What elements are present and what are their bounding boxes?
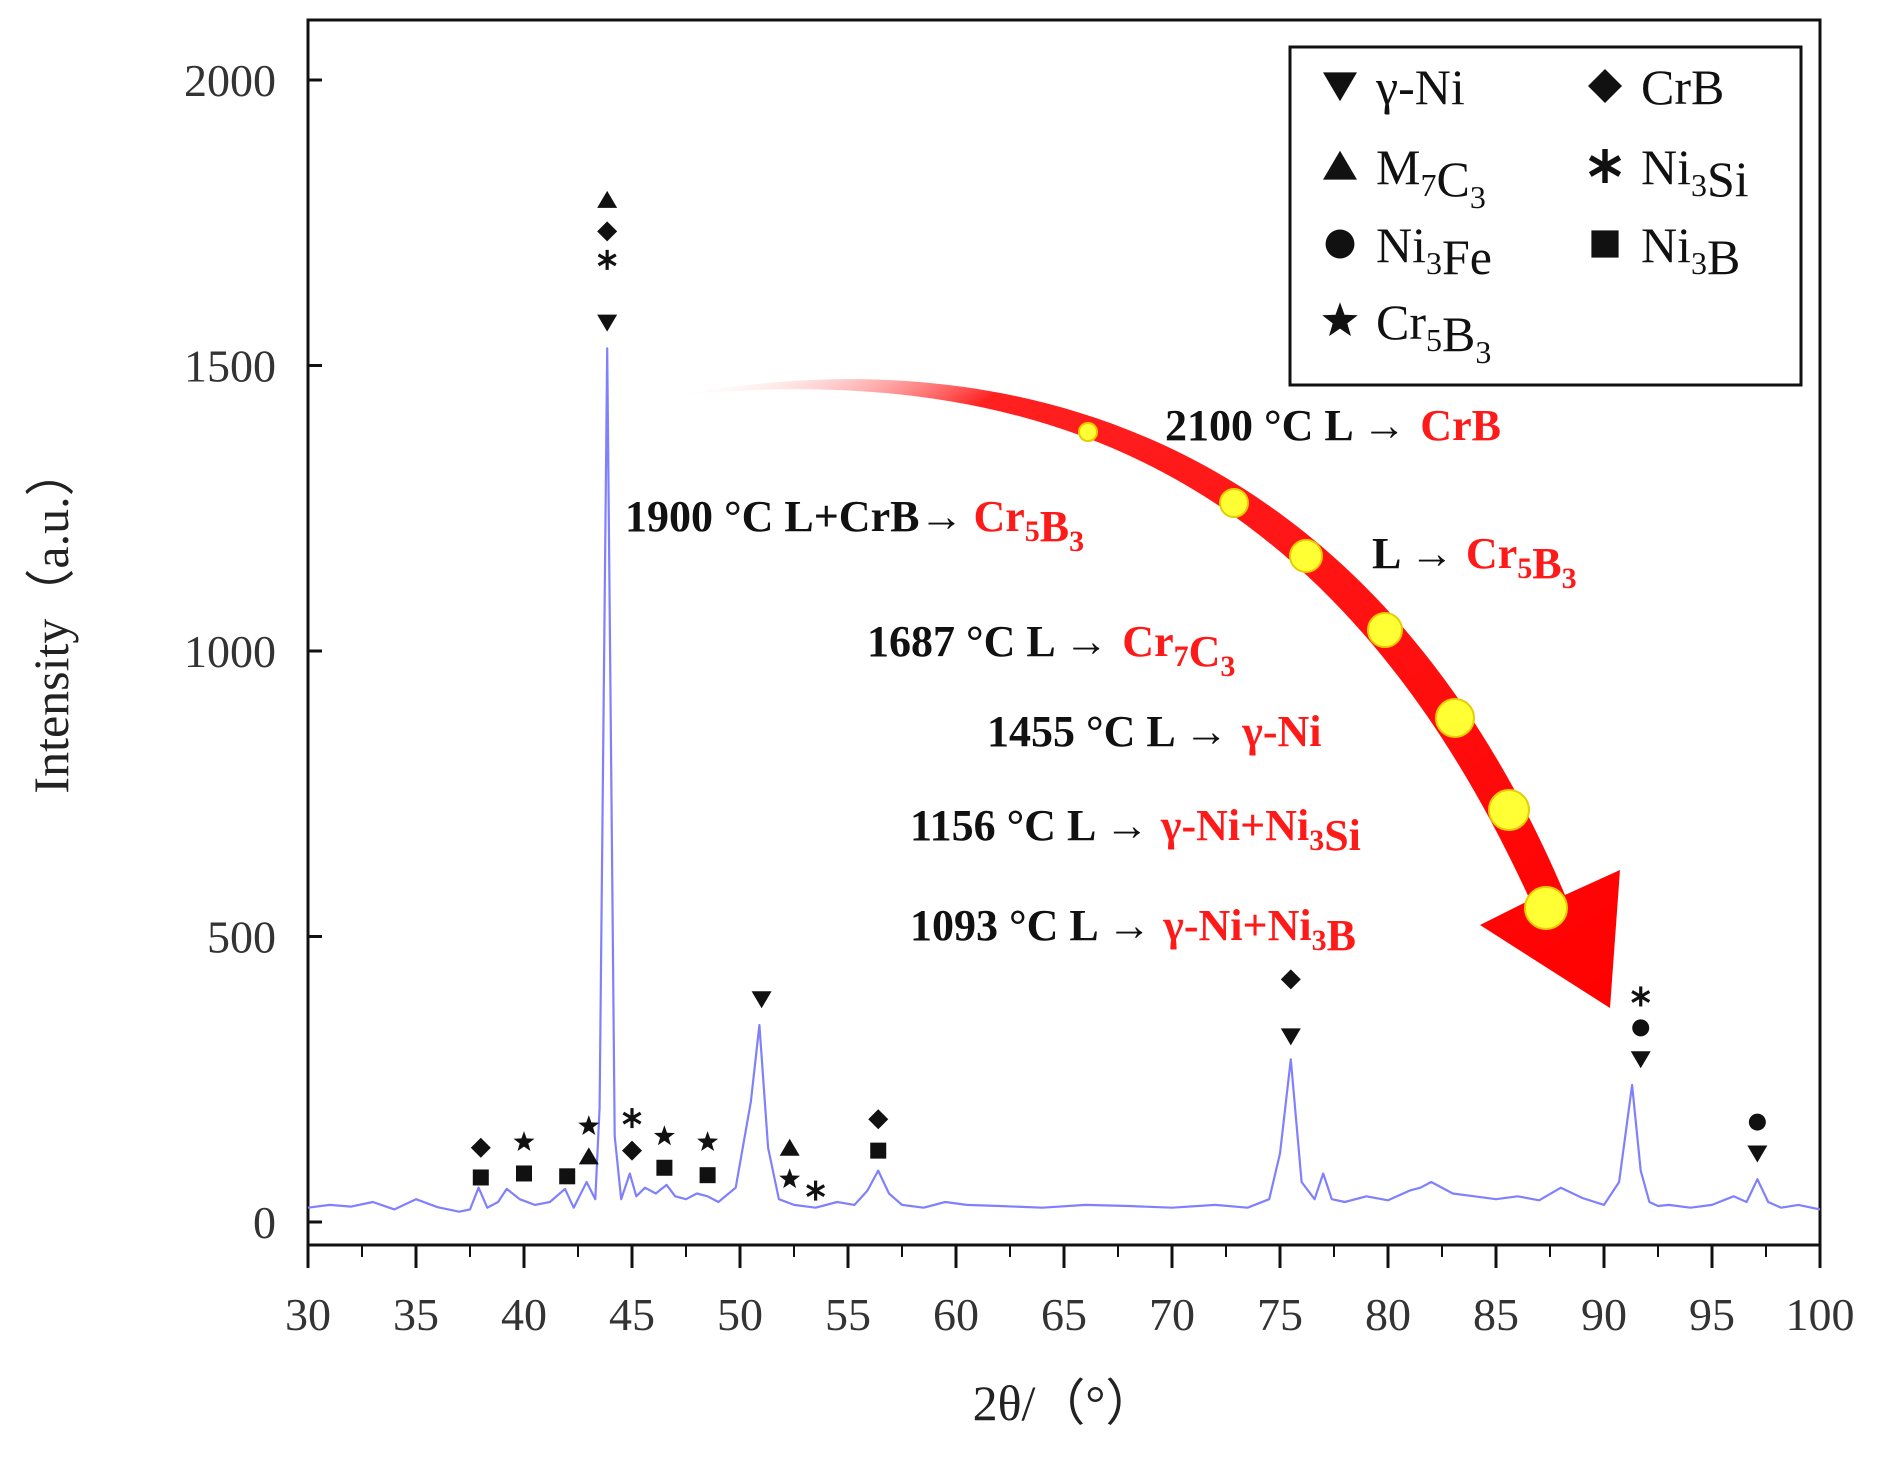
legend-label: Ni3B xyxy=(1641,217,1740,285)
x-tick-label: 85 xyxy=(1473,1289,1519,1340)
legend-label: M7C3 xyxy=(1376,139,1486,215)
x-axis-title: 2θ/（°） xyxy=(973,1375,1156,1431)
stage-dot-7 xyxy=(1524,886,1568,930)
y-tick-label: 0 xyxy=(253,1197,276,1248)
x-tick-label: 40 xyxy=(501,1289,547,1340)
peak-marker-triangle-up xyxy=(779,1138,800,1156)
peak-marker-diamond xyxy=(470,1137,491,1158)
peak-marker-diamond xyxy=(1280,969,1301,990)
stage-dot-5 xyxy=(1435,698,1475,738)
legend-square-icon xyxy=(1591,230,1619,258)
data-layer xyxy=(307,347,1821,1213)
peak-marker-triangle-down xyxy=(751,991,772,1009)
xrd-pattern-line xyxy=(307,347,1821,1213)
legend-label: Ni3Fe xyxy=(1376,217,1492,285)
peak-marker-star xyxy=(697,1131,719,1151)
legend: γ-Ni CrB M7C3 Ni3Si Ni3Fe Ni3B Cr5B3 xyxy=(1288,45,1803,387)
peak-marker-triangle-down xyxy=(597,314,618,332)
stage-dot-4 xyxy=(1367,612,1403,648)
y-tick-label: 2000 xyxy=(184,55,276,106)
x-tick-label: 70 xyxy=(1149,1289,1195,1340)
stage-dot-1 xyxy=(1078,422,1098,442)
reaction-annotations: 2100 °C L → CrB 1900 °C L+CrB→ Cr5B3 L → Cr… xyxy=(625,401,1577,960)
peak-marker-triangle-up xyxy=(597,190,618,208)
y-tick-label: 1500 xyxy=(184,341,276,392)
annotation-1156: 1156 °C L → γ-Ni+Ni3Si xyxy=(910,801,1361,860)
cooling-arrow-body xyxy=(680,379,1620,1008)
x-tick-label: 100 xyxy=(1786,1289,1855,1340)
annotation-1455: 1455 °C L → γ-Ni xyxy=(987,707,1322,756)
annotation-l-cr5b3: L → Cr5B3 xyxy=(1372,529,1577,595)
legend-label: Cr5B3 xyxy=(1376,294,1491,370)
x-tick-label: 95 xyxy=(1689,1289,1735,1340)
stage-dot-6 xyxy=(1488,789,1530,831)
peak-marker-square xyxy=(472,1169,489,1186)
peak-marker-square xyxy=(559,1168,576,1185)
legend-star-icon xyxy=(1322,302,1358,337)
legend-triangle-up-icon xyxy=(1323,150,1357,180)
peak-markers xyxy=(470,190,1768,1201)
stage-dot-2 xyxy=(1219,488,1249,518)
annotation-1900: 1900 °C L+CrB→ Cr5B3 xyxy=(625,492,1084,558)
peak-marker-triangle-up xyxy=(578,1147,599,1165)
x-tick-label: 90 xyxy=(1581,1289,1627,1340)
peak-marker-star xyxy=(513,1131,535,1151)
peak-marker-star xyxy=(653,1125,675,1146)
peak-marker-square xyxy=(656,1159,673,1176)
legend-label: CrB xyxy=(1641,59,1724,115)
legend-triangle-down-icon xyxy=(1323,72,1357,102)
peak-marker-square xyxy=(870,1142,887,1159)
legend-box xyxy=(1288,45,1803,387)
peak-marker-diamond xyxy=(597,221,618,242)
legend-label: Ni3Si xyxy=(1641,139,1749,207)
peak-marker-diamond xyxy=(868,1109,889,1130)
x-axis-ticks: 30 35 40 45 50 55 60 65 70 75 80 85 90 95 100 xyxy=(285,1245,1855,1340)
peak-marker-circle xyxy=(1632,1019,1650,1037)
peak-marker-star xyxy=(578,1115,600,1135)
peak-marker-triangle-down xyxy=(1747,1145,1768,1163)
annotation-2100: 2100 °C L → CrB xyxy=(1165,401,1501,450)
stage-dot-3 xyxy=(1289,539,1323,573)
legend-asterisk-icon xyxy=(1588,149,1622,183)
y-axis-title: Intensity（a.u.） xyxy=(23,446,79,793)
x-tick-label: 50 xyxy=(717,1289,763,1340)
peak-marker-asterisk xyxy=(806,1180,826,1201)
x-tick-label: 45 xyxy=(609,1289,655,1340)
peak-marker-asterisk xyxy=(622,1108,642,1129)
peak-marker-triangle-down xyxy=(1630,1051,1651,1069)
x-tick-label: 60 xyxy=(933,1289,979,1340)
peak-marker-circle xyxy=(1748,1113,1766,1131)
peak-marker-asterisk xyxy=(1631,986,1651,1007)
legend-label: γ-Ni xyxy=(1375,59,1465,115)
x-tick-label: 75 xyxy=(1257,1289,1303,1340)
cooling-arrow xyxy=(680,379,1620,1008)
peak-marker-diamond xyxy=(622,1140,642,1161)
x-tick-label: 30 xyxy=(285,1289,331,1340)
peak-marker-asterisk xyxy=(597,249,617,270)
x-tick-label: 55 xyxy=(825,1289,871,1340)
peak-marker-triangle-down xyxy=(1280,1028,1301,1046)
x-tick-label: 65 xyxy=(1041,1289,1087,1340)
legend-circle-icon xyxy=(1325,229,1355,259)
legend-diamond-icon xyxy=(1588,69,1622,103)
peak-marker-star xyxy=(779,1168,801,1189)
y-tick-label: 1000 xyxy=(184,626,276,677)
peak-marker-square xyxy=(516,1165,532,1182)
peak-marker-square xyxy=(699,1167,716,1184)
x-tick-label: 80 xyxy=(1365,1289,1411,1340)
x-tick-label: 35 xyxy=(393,1289,439,1340)
annotation-1093: 1093 °C L → γ-Ni+Ni3B xyxy=(910,901,1356,960)
y-tick-label: 500 xyxy=(207,912,276,963)
y-axis-ticks: 0 500 1000 1500 2000 xyxy=(184,55,322,1248)
annotation-1687: 1687 °C L → Cr7C3 xyxy=(867,617,1235,683)
